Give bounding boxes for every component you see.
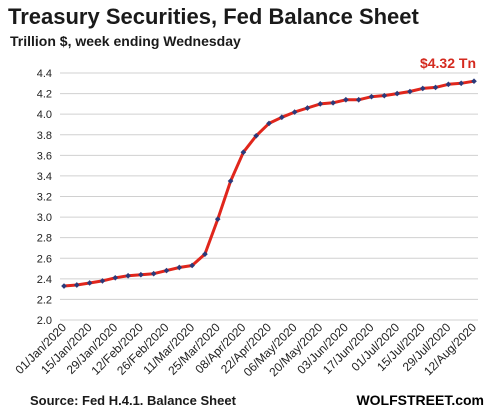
y-tick-label: 4.2 (37, 89, 52, 101)
data-point (471, 78, 477, 85)
data-point (202, 251, 208, 257)
data-point (240, 149, 247, 156)
data-point (163, 267, 170, 274)
data-point (125, 272, 131, 279)
data-point (317, 101, 324, 107)
data-point (394, 90, 400, 97)
data-point (458, 80, 465, 87)
source-note: Source: Fed H.4.1. Balance Sheet (30, 393, 236, 408)
data-point (368, 93, 375, 100)
series-line (62, 79, 476, 288)
y-tick-label: 4.0 (37, 109, 52, 121)
data-point (61, 283, 67, 289)
y-tick-label: 2.8 (37, 233, 52, 245)
data-point (266, 120, 272, 127)
data-point (343, 96, 349, 103)
chart-title: Treasury Securities, Fed Balance Sheet (8, 4, 419, 29)
data-point (330, 100, 336, 106)
data-point (278, 114, 285, 121)
data-point (176, 264, 183, 271)
y-tick-label: 2.2 (37, 294, 52, 306)
y-tick-label: 3.6 (37, 150, 52, 162)
data-point (150, 270, 157, 277)
chart-subtitle: Trillion $, week ending Wednesday (10, 33, 241, 49)
y-tick-label: 4.4 (37, 68, 52, 80)
data-point (407, 88, 413, 95)
data-point (432, 84, 439, 91)
data-point (138, 271, 144, 278)
data-point (99, 278, 106, 284)
data-point (304, 105, 311, 111)
y-tick-label: 3.0 (37, 212, 52, 224)
data-point (445, 81, 452, 88)
y-tick-label: 3.8 (37, 130, 52, 142)
y-tick-label: 3.4 (37, 171, 52, 183)
data-point (291, 109, 298, 115)
y-tick-label: 2.6 (37, 253, 52, 265)
data-point (419, 85, 426, 92)
data-point (86, 280, 93, 286)
data-point (189, 262, 195, 269)
value-annotation: $4.32 Tn (420, 55, 476, 71)
data-point (214, 216, 221, 222)
data-point (381, 92, 388, 99)
data-point (73, 282, 80, 288)
data-point (253, 132, 260, 139)
data-point (355, 96, 362, 103)
data-point (112, 274, 119, 281)
y-tick-label: 2.4 (37, 274, 52, 286)
data-point (227, 178, 234, 184)
y-tick-label: 3.2 (37, 192, 52, 204)
brand-logo-text: WOLFSTREET.com (356, 392, 484, 408)
y-tick-label: 2.0 (37, 315, 52, 327)
